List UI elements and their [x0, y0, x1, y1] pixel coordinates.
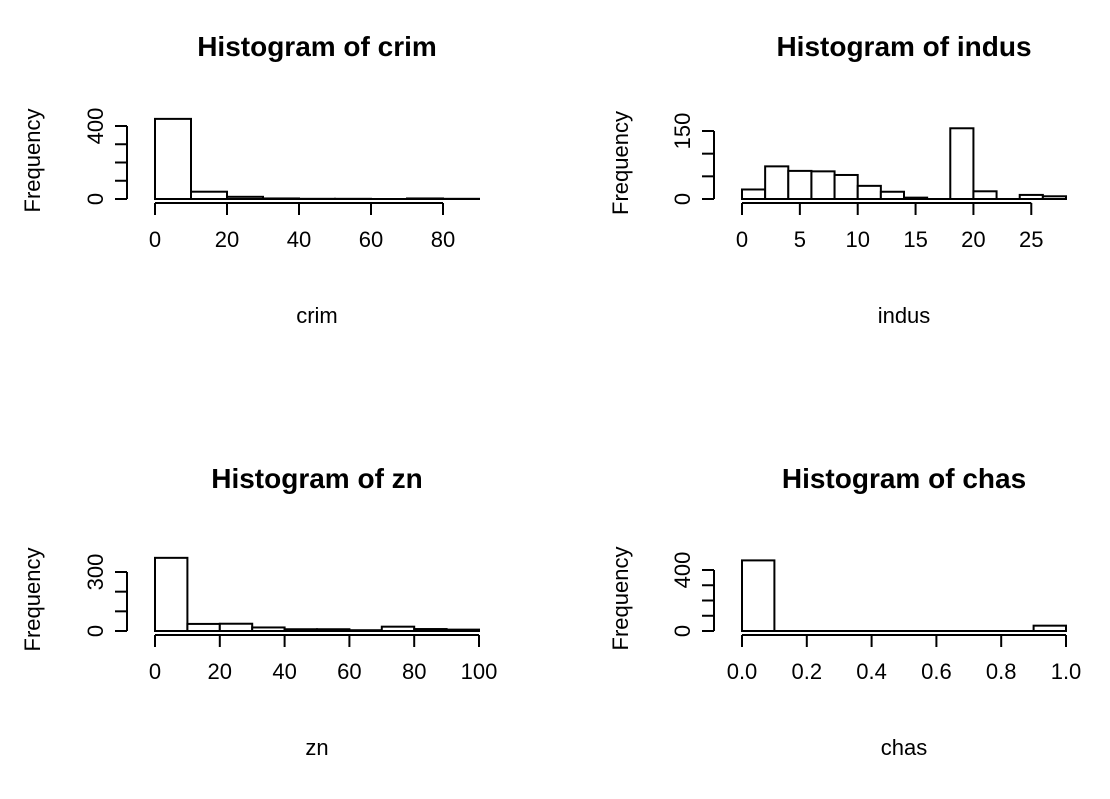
y-axis-label: Frequency [608, 111, 633, 215]
x-tick-label: 40 [272, 659, 296, 684]
histogram-bar [858, 186, 881, 199]
histogram-bar [811, 171, 834, 199]
histogram-bar [191, 192, 227, 199]
x-tick-label: 0.0 [727, 659, 758, 684]
histogram-panel-indus: 0 5 10 15 20 25 0 150 Histogram of indus indus Fre… [608, 31, 1066, 328]
y-tick-label: 400 [670, 552, 695, 589]
x-tick-label: 15 [903, 227, 927, 252]
histogram-bar [788, 171, 811, 199]
x-tick-label: 0 [149, 227, 161, 252]
x-axis-label: indus [878, 303, 931, 328]
histogram-panel-zn: 0 20 40 60 80 100 0 300 Histogram of zn zn Frequen… [20, 463, 497, 760]
x-tick-label: 0 [149, 659, 161, 684]
x-tick-label: 100 [461, 659, 498, 684]
x-tick-label: 20 [961, 227, 985, 252]
x-axis-label: zn [305, 735, 328, 760]
x-tick-label: 20 [208, 659, 232, 684]
y-tick-label: 150 [670, 113, 695, 150]
y-axis-label: Frequency [20, 109, 45, 213]
x-axis-label: chas [881, 735, 927, 760]
x-tick-label: 20 [215, 227, 239, 252]
histogram-bar [973, 191, 996, 199]
histogram-panel-crim: 0 20 40 60 80 0 400 Histogram of crim crim Freque… [20, 31, 479, 328]
y-tick-label: 0 [83, 625, 108, 637]
x-tick-label: 60 [337, 659, 361, 684]
chart-title: Histogram of indus [776, 31, 1031, 62]
x-tick-label: 5 [794, 227, 806, 252]
x-tick-label: 25 [1019, 227, 1043, 252]
histogram-bar [765, 166, 788, 199]
x-tick-label: 10 [845, 227, 869, 252]
chart-title: Histogram of chas [782, 463, 1026, 494]
histogram-bar [742, 560, 774, 631]
x-tick-label: 0 [736, 227, 748, 252]
histogram-bar [155, 558, 187, 631]
y-tick-label: 300 [83, 554, 108, 591]
histogram-bar [155, 119, 191, 199]
histogram-bar [950, 128, 973, 199]
histogram-bar [881, 192, 904, 199]
y-tick-label: 0 [83, 193, 108, 205]
x-tick-label: 0.4 [856, 659, 887, 684]
x-tick-label: 40 [287, 227, 311, 252]
histogram-bar [835, 175, 858, 199]
histogram-panel-chas: 0.0 0.2 0.4 0.6 0.8 1.0 0 400 Histogram of chas c… [608, 463, 1081, 760]
x-axis-label: crim [296, 303, 338, 328]
histogram-bar [220, 624, 252, 631]
x-tick-label: 80 [402, 659, 426, 684]
x-tick-label: 0.6 [921, 659, 952, 684]
histogram-bar [742, 189, 765, 199]
x-tick-label: 60 [359, 227, 383, 252]
x-tick-label: 80 [431, 227, 455, 252]
y-tick-label: 400 [83, 108, 108, 145]
y-tick-label: 0 [670, 193, 695, 205]
x-tick-label: 0.8 [986, 659, 1017, 684]
x-tick-label: 1.0 [1051, 659, 1082, 684]
x-tick-label: 0.2 [792, 659, 823, 684]
y-axis-label: Frequency [608, 547, 633, 651]
y-tick-label: 0 [670, 625, 695, 637]
chart-title: Histogram of zn [211, 463, 423, 494]
y-axis-label: Frequency [20, 548, 45, 652]
histogram-bar [187, 624, 219, 631]
chart-title: Histogram of crim [197, 31, 437, 62]
